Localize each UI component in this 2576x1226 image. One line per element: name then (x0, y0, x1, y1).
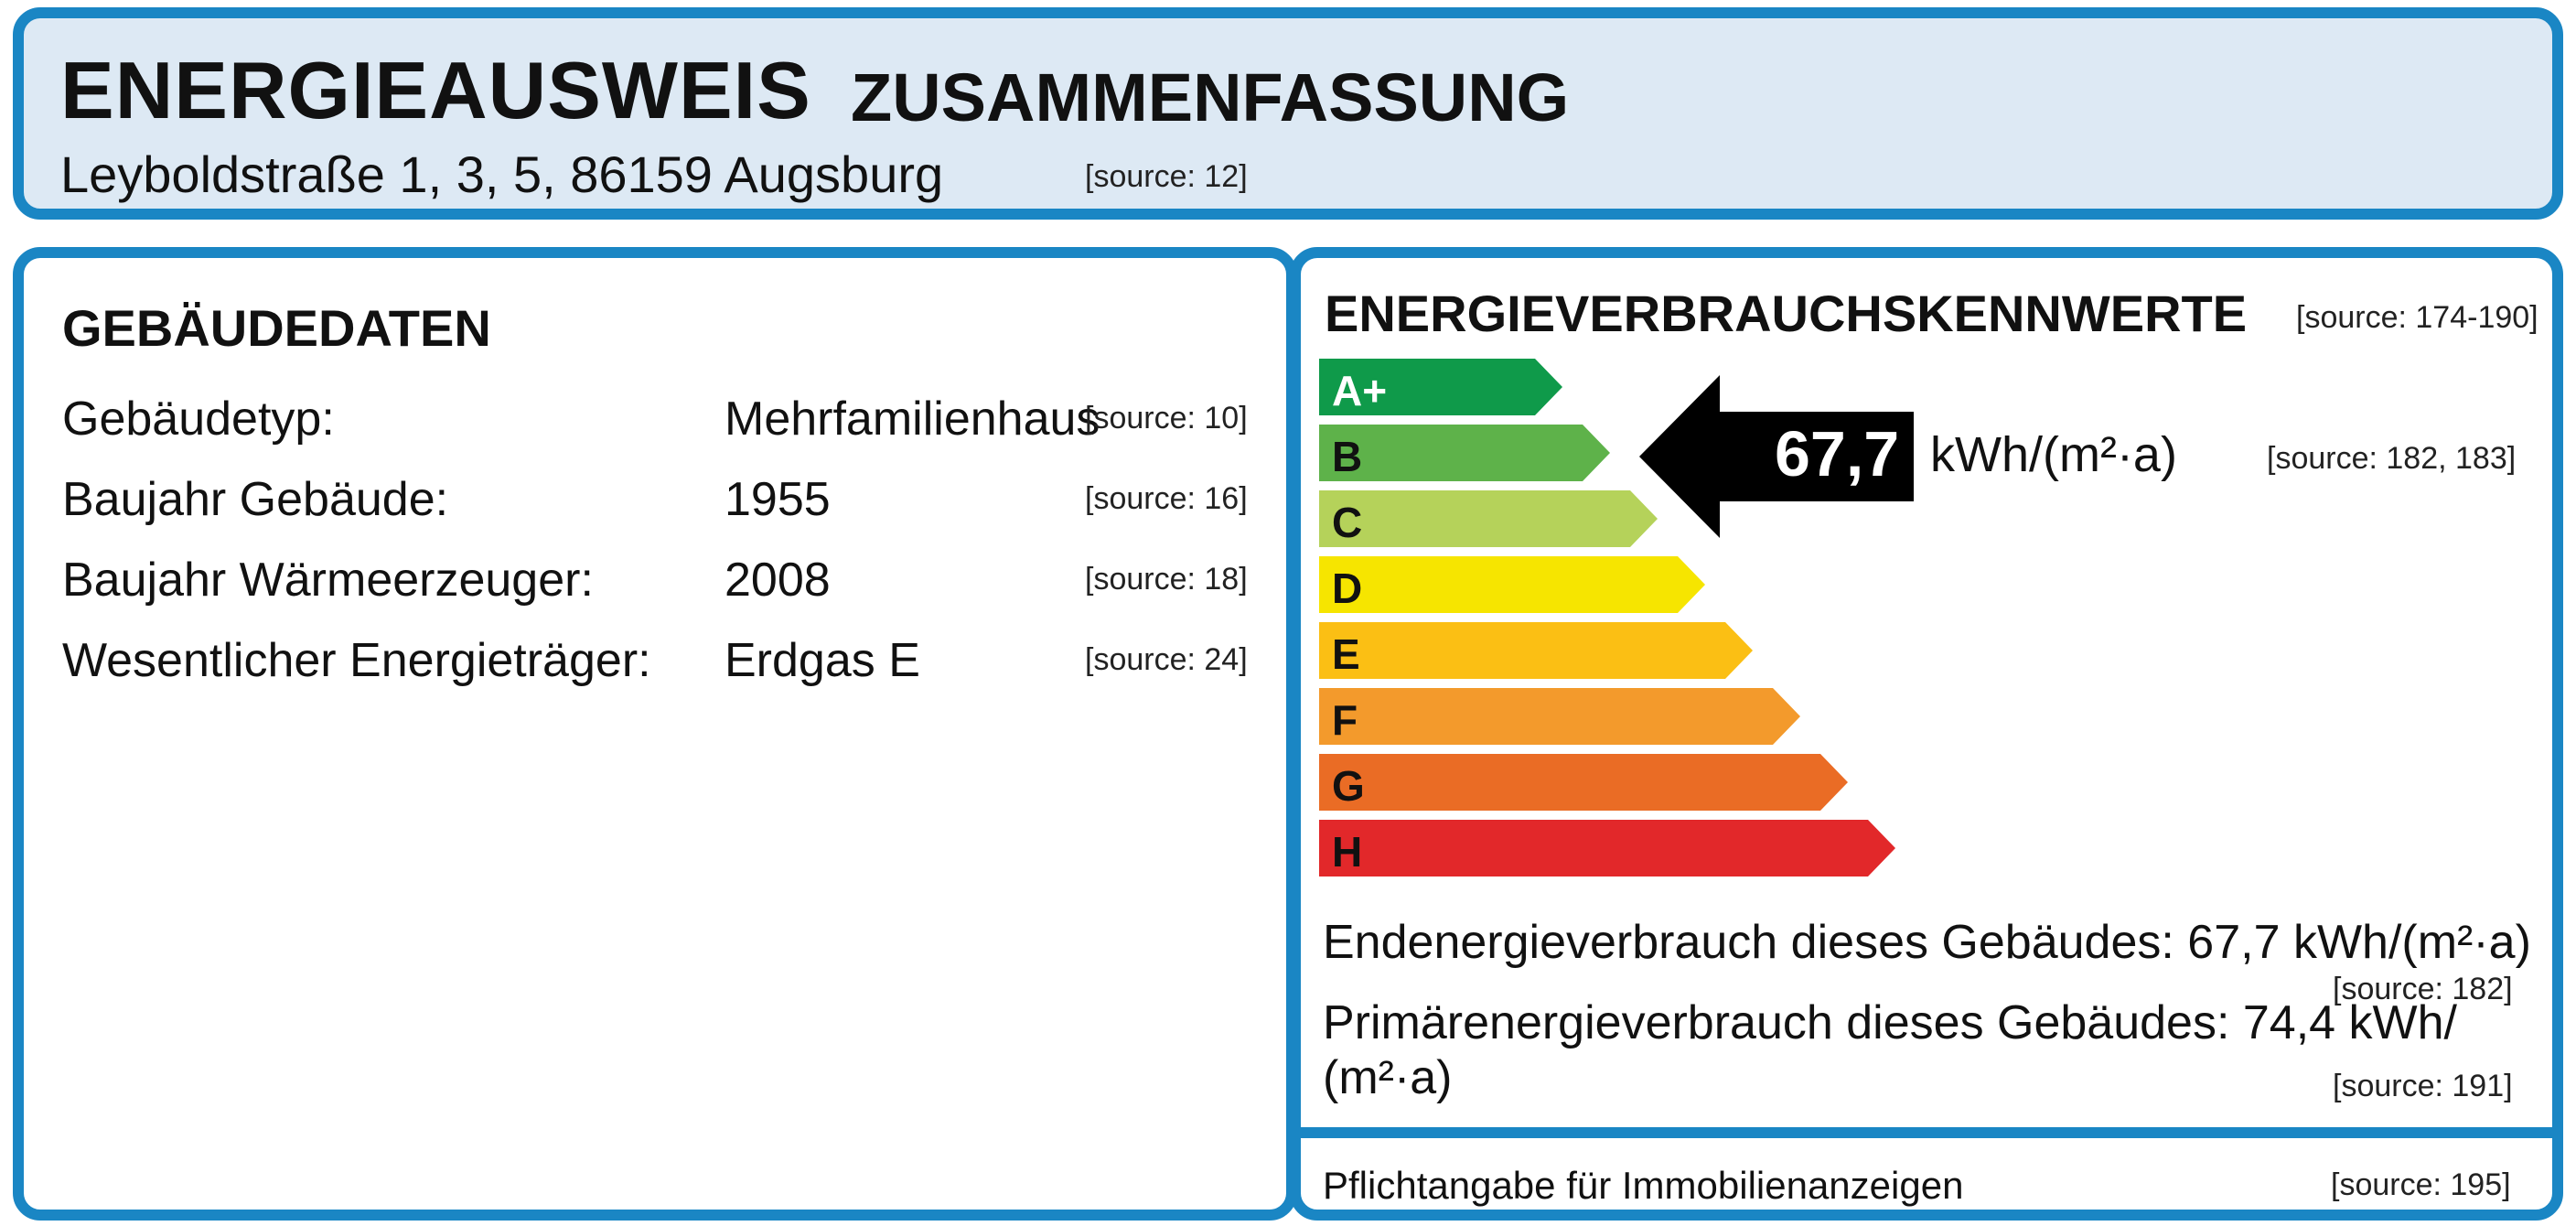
primary-energy-source: [source: 191] (2333, 1069, 2513, 1103)
row-value: Erdgas E (724, 634, 920, 687)
footer-divider (1301, 1127, 2552, 1138)
row-value: Mehrfamilienhaus (724, 393, 1100, 446)
efficiency-bar-label: D (1332, 565, 1363, 612)
indicator-arrow-icon (1639, 375, 1914, 538)
row-source: [source: 16] (1085, 481, 1248, 516)
footer-text: Pflichtangabe für Immobilienanzeigen (1323, 1164, 1964, 1207)
header-panel: ENERGIEAUSWEIS ZUSAMMENFASSUNG Leyboldst… (13, 7, 2563, 220)
row-source: [source: 24] (1085, 642, 1248, 677)
row-label: Baujahr Gebäude: (62, 473, 449, 526)
row-label: Wesentlicher Energieträger: (62, 634, 651, 687)
row-value: 1955 (724, 473, 831, 526)
end-energy-source: [source: 182] (2333, 972, 2513, 1006)
efficiency-bar-f: F (1319, 688, 1800, 745)
efficiency-bar-label: H (1332, 828, 1363, 876)
address: Leyboldstraße 1, 3, 5, 86159 Augsburg (60, 145, 944, 203)
title-main: ENERGIEAUSWEIS (60, 45, 811, 135)
row-label: Gebäudetyp: (62, 393, 335, 446)
primary-energy-text-line2: (m²·a) (1323, 1051, 1453, 1104)
row-source: [source: 10] (1085, 401, 1248, 436)
efficiency-bar-label: F (1332, 696, 1358, 744)
indicator-source: [source: 182, 183] (2267, 441, 2517, 476)
row-source: [source: 18] (1085, 562, 1248, 597)
energy-title-source: [source: 174-190] (2296, 300, 2538, 335)
efficiency-bar-h: H (1319, 820, 1895, 876)
indicator-unit: kWh/(m²·a) (1930, 427, 2177, 482)
title-sub: ZUSAMMENFASSUNG (851, 59, 1570, 135)
efficiency-bar-label: B (1332, 433, 1363, 480)
end-energy-text: Endenergieverbrauch dieses Gebäudes: 67,… (1323, 916, 2531, 969)
efficiency-bar-label: G (1332, 762, 1365, 810)
row-label: Baujahr Wärmeerzeuger: (62, 554, 594, 607)
efficiency-bar-label: E (1332, 630, 1360, 678)
efficiency-bar-d: D (1319, 556, 1705, 613)
footer-source: [source: 195] (2331, 1167, 2511, 1202)
indicator-value: 67,7 (1775, 418, 1900, 489)
efficiency-bar-label: A+ (1332, 367, 1388, 414)
row-value: 2008 (724, 554, 831, 607)
efficiency-bar-label: C (1332, 499, 1363, 546)
primary-energy-text-line1: Primärenergieverbrauch dieses Gebäudes: … (1323, 996, 2457, 1049)
address-source: [source: 12] (1085, 159, 1248, 194)
efficiency-bar-a-plus: A+ (1319, 359, 1562, 415)
efficiency-bar-e: E (1319, 622, 1753, 679)
efficiency-bar-g: G (1319, 754, 1848, 811)
efficiency-bar-c: C (1319, 490, 1658, 547)
building-data-panel: GEBÄUDEDATEN Gebäudetyp: Mehrfamilienhau… (13, 247, 1297, 1221)
building-title: GEBÄUDEDATEN (62, 299, 491, 357)
energy-values-panel: ENERGIEVERBRAUCHSKENNWERTE [source: 174-… (1290, 247, 2563, 1221)
energy-title: ENERGIEVERBRAUCHSKENNWERTE (1325, 285, 2248, 342)
efficiency-bar-b: B (1319, 425, 1610, 481)
